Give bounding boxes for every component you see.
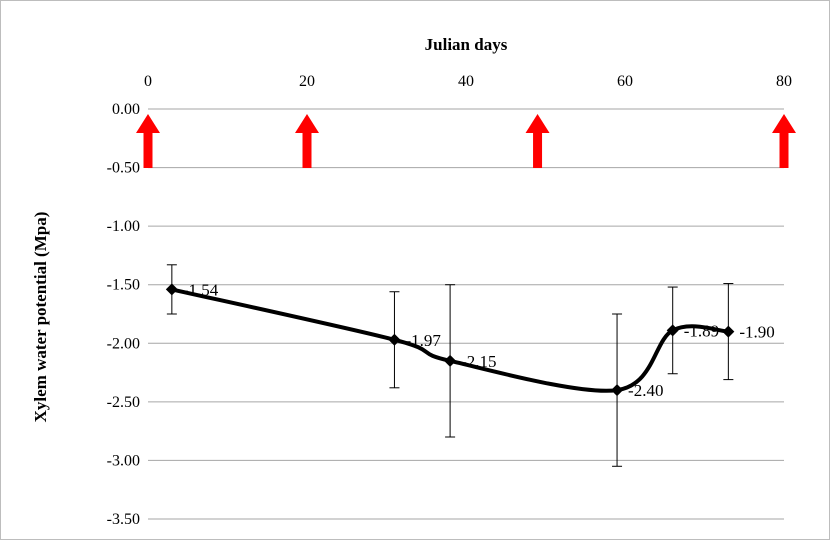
y-axis-title: Xylem water potential (Mpa) [31, 212, 50, 423]
data-point-marker [611, 384, 624, 397]
y-tick-label: -2.00 [107, 335, 140, 352]
data-label: -1.97 [405, 331, 441, 350]
data-label: -1.90 [739, 323, 774, 342]
arrow-shape [525, 114, 550, 168]
arrow-shape [772, 114, 796, 168]
data-label: -2.15 [461, 352, 496, 371]
y-tick-label: -1.50 [107, 277, 140, 294]
data-label: -1.89 [684, 321, 719, 340]
y-tick-label: -3.00 [107, 452, 140, 469]
data-point-marker [444, 354, 457, 367]
data-point-marker [388, 333, 401, 346]
x-tick-label: 80 [776, 73, 792, 90]
y-tick-label: -2.50 [107, 394, 140, 411]
chart-title: Julian days [425, 35, 508, 54]
y-tick-label: -0.50 [107, 160, 140, 177]
y-tick-label: -3.50 [107, 511, 140, 528]
y-tick-label: 0.00 [112, 101, 140, 118]
x-tick-label: 60 [617, 73, 633, 90]
x-tick-label: 40 [458, 73, 474, 90]
x-tick-label: 0 [144, 73, 152, 90]
y-tick-label: -1.00 [107, 218, 140, 235]
data-label: -2.40 [628, 381, 663, 400]
data-point-marker [666, 324, 679, 337]
red-arrow-icon [772, 114, 796, 168]
data-point-marker [165, 283, 178, 296]
red-arrow-icon [525, 114, 550, 168]
red-arrow-icon [295, 114, 319, 168]
arrow-shape [136, 114, 160, 168]
red-arrow-icon [136, 114, 160, 168]
x-tick-label: 20 [299, 73, 315, 90]
data-point-marker [722, 325, 735, 338]
data-label: -1.54 [183, 280, 219, 299]
arrow-shape [295, 114, 319, 168]
